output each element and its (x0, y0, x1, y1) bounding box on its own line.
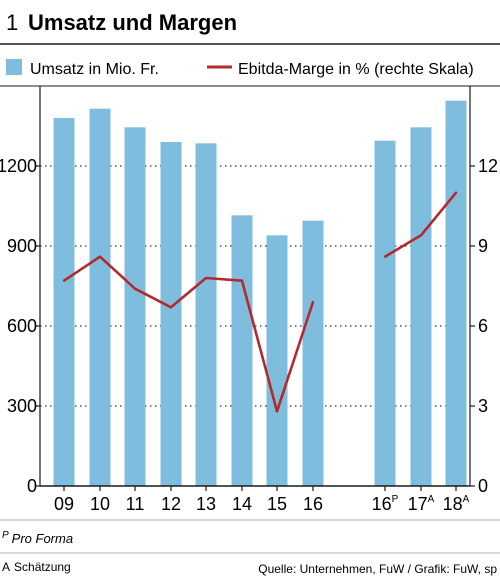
left-axis-tick-label: 900 (7, 236, 37, 256)
chart-title: Umsatz und Margen (28, 10, 237, 35)
margin-point (240, 279, 244, 282)
right-axis-tick-label: 9 (478, 236, 488, 256)
margin-point (133, 287, 137, 290)
x-axis-tick-label: 11 (126, 494, 145, 514)
margin-point (454, 191, 458, 194)
bar-revenue (266, 235, 288, 486)
bar-revenue (231, 215, 253, 487)
bar-revenue (160, 142, 182, 486)
tick-labels: 0 300 600 900 1200 0 3 6 9 12 09 10 11 12 13 14 15 16 16P 1… (0, 156, 498, 514)
bar-revenue (302, 220, 324, 486)
bar-revenue (124, 127, 146, 486)
axes (35, 86, 475, 491)
left-axis-tick-label: 1200 (0, 156, 37, 176)
figure-number: 1 (6, 10, 18, 35)
legend-bar-label: Umsatz in Mio. Fr. (30, 61, 159, 78)
margin-point (275, 410, 279, 413)
x-axis-tick-label: 09 (54, 494, 74, 514)
x-axis-tick-label: 15 (267, 494, 287, 514)
bar-revenue (89, 108, 111, 487)
x-axis-tick-label: 13 (196, 494, 216, 514)
source-note: Quelle: Unternehmen, FuW / Grafik: FuW, … (258, 562, 497, 576)
bar-revenue (53, 118, 75, 486)
footnote-pro-forma: P Pro Forma (2, 530, 73, 546)
x-axis-tick-label: 18A (443, 494, 470, 514)
margin-point (419, 234, 423, 237)
line-series (62, 191, 458, 413)
x-axis-tick-label: 17A (408, 494, 435, 514)
right-axis-tick-label: 12 (478, 156, 498, 176)
bar-revenue (445, 100, 467, 487)
legend-line-label: Ebitda-Marge in % (rechte Skala) (238, 61, 474, 78)
left-axis-tick-label: 300 (7, 396, 37, 416)
bar-revenue (374, 140, 396, 486)
right-axis-tick-label: 6 (478, 316, 488, 336)
legend-bar-swatch (6, 59, 22, 75)
margin-point (62, 279, 66, 282)
bar-series (53, 100, 467, 487)
margin-point (311, 300, 315, 304)
right-axis-tick-label: 0 (478, 476, 488, 496)
margin-point (169, 306, 173, 309)
bar-revenue (195, 143, 217, 487)
margin-point (98, 255, 102, 258)
x-axis-tick-label: 12 (161, 494, 181, 514)
x-axis-tick-label: 14 (232, 494, 252, 514)
x-axis-tick-label: 10 (90, 494, 110, 514)
x-axis-tick-label: 16 (303, 494, 323, 514)
bar-revenue (410, 127, 432, 486)
footnote-estimate: A Schätzung (2, 560, 71, 574)
x-axis-tick-label: 16P (372, 494, 399, 514)
margin-point (383, 255, 387, 258)
left-axis-tick-label: 0 (27, 476, 37, 496)
left-axis-tick-label: 600 (7, 316, 37, 336)
margin-point (204, 276, 208, 280)
margin-line-segment (63, 255, 315, 413)
right-axis-tick-label: 3 (478, 396, 488, 416)
